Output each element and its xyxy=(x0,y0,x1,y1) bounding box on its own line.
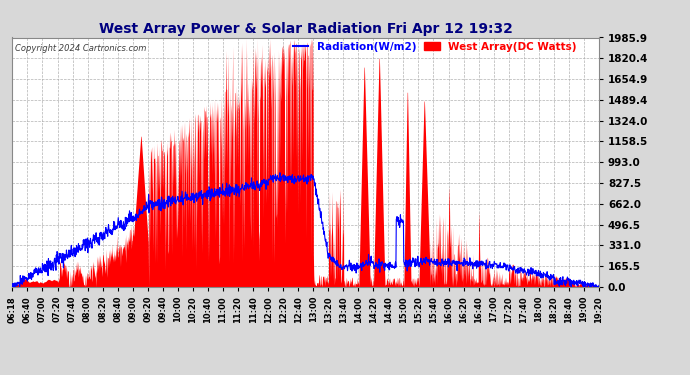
Title: West Array Power & Solar Radiation Fri Apr 12 19:32: West Array Power & Solar Radiation Fri A… xyxy=(99,22,513,36)
Text: Copyright 2024 Cartronics.com: Copyright 2024 Cartronics.com xyxy=(15,44,147,53)
Legend: Radiation(W/m2), West Array(DC Watts): Radiation(W/m2), West Array(DC Watts) xyxy=(288,38,581,56)
